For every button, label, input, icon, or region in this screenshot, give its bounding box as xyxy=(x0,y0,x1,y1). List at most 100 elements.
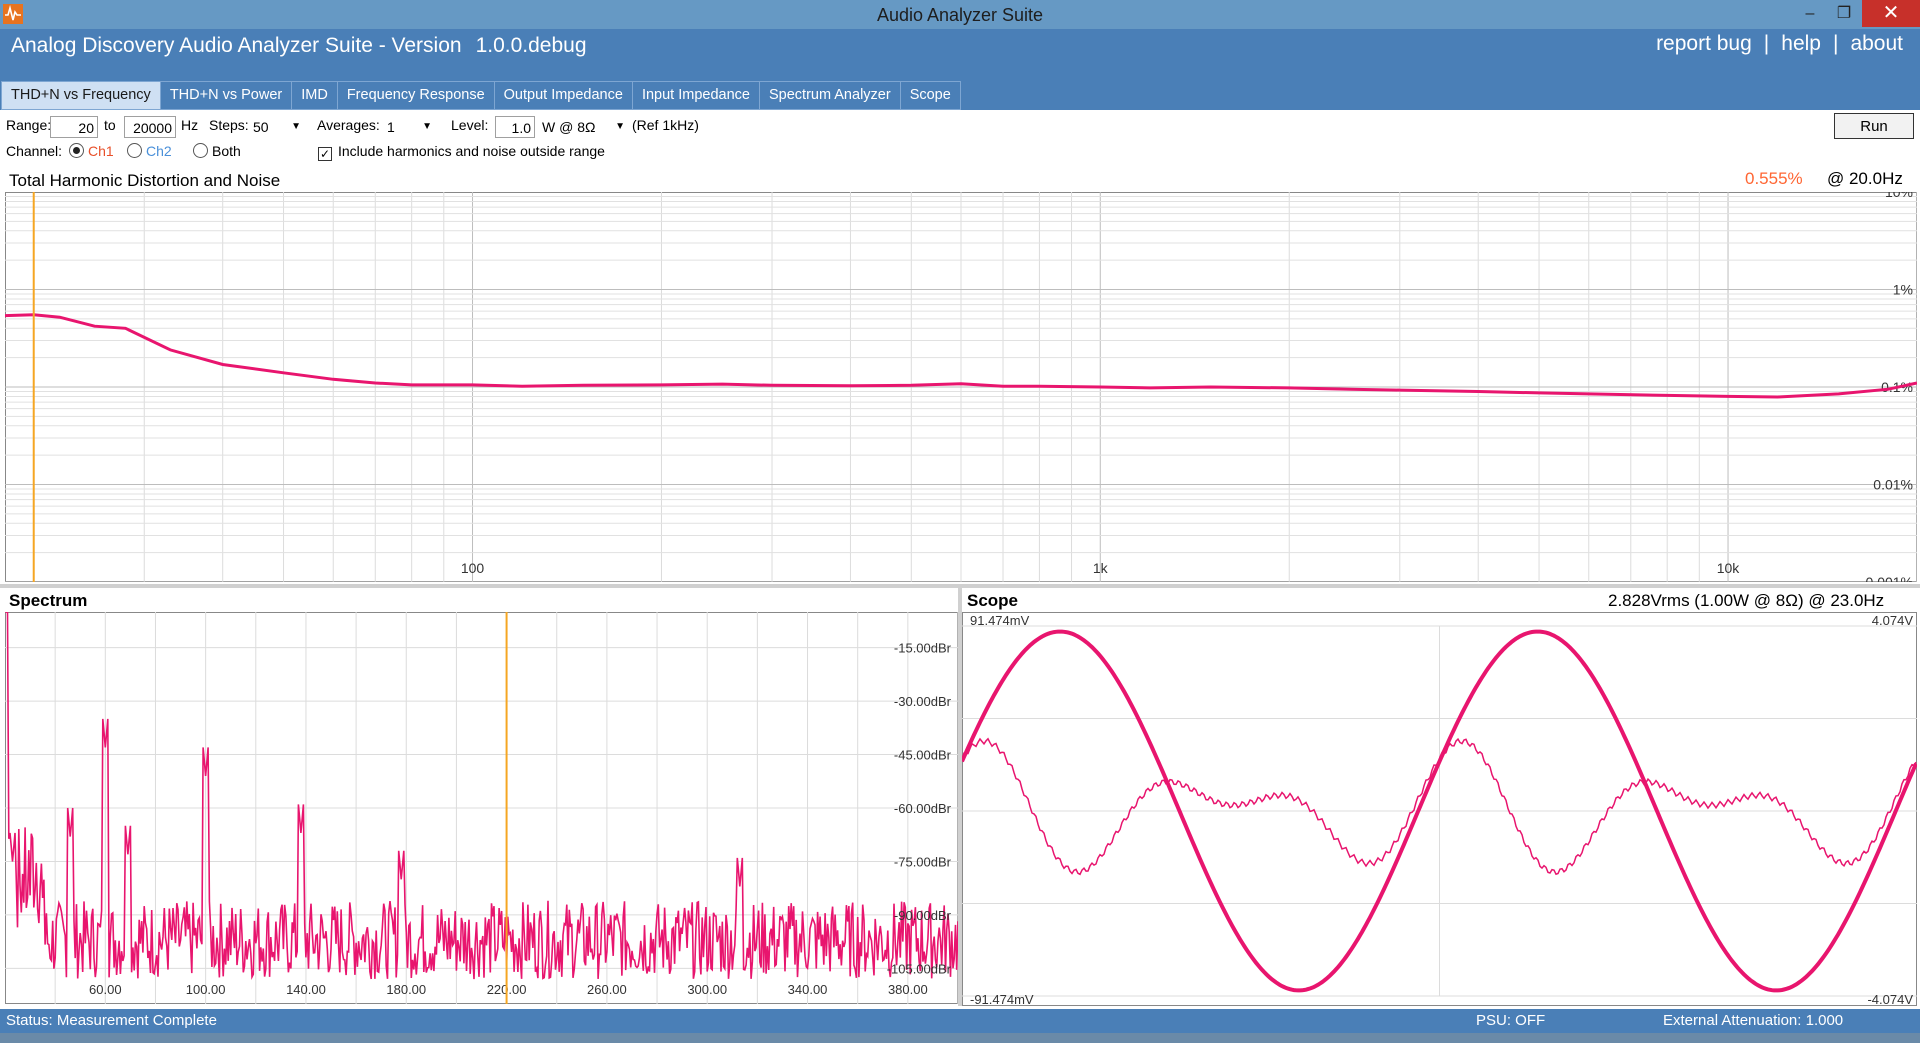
radio-icon xyxy=(193,143,208,158)
averages-value: 1 xyxy=(387,119,395,135)
radio-icon xyxy=(127,143,142,158)
app-icon xyxy=(3,4,23,24)
ref-label: (Ref 1kHz) xyxy=(632,117,699,133)
x-tick-label: 340.00 xyxy=(788,982,828,997)
tab-thdn-vs-frequency[interactable]: THD+N vs Frequency xyxy=(1,81,160,110)
ch1-radio[interactable]: Ch1 xyxy=(69,143,114,159)
tab-input-impedance[interactable]: Input Impedance xyxy=(631,81,759,110)
level-input[interactable]: 1.0 xyxy=(495,116,535,138)
y-tick-label: -15.00dBr xyxy=(894,641,952,656)
tab-frequency-response[interactable]: Frequency Response xyxy=(336,81,494,110)
help-link[interactable]: help xyxy=(1781,32,1821,55)
panel-divider[interactable] xyxy=(0,584,1920,588)
to-label: to xyxy=(104,117,116,133)
y-tick-label: -105.00dBr xyxy=(887,961,952,976)
tab-bar: THD+N vs Frequency THD+N vs Power IMD Fr… xyxy=(1,81,961,110)
tab-spectrum-analyzer[interactable]: Spectrum Analyzer xyxy=(758,81,900,110)
x-tick-label: 100 xyxy=(461,560,485,576)
ch2-label: Ch2 xyxy=(146,143,172,159)
status-text: Status: Measurement Complete xyxy=(6,1012,217,1029)
controls-panel: Range: 20 to 20000 Hz Steps: 50 ▼ Averag… xyxy=(0,110,1920,168)
chevron-down-icon: ▼ xyxy=(615,121,625,132)
x-tick-label: 60.00 xyxy=(89,982,122,997)
app-version: 1.0.0.debug xyxy=(475,34,587,57)
level-unit-dropdown[interactable]: W @ 8Ω ▼ xyxy=(542,116,627,138)
window-titlebar: Audio Analyzer Suite – ❐ ✕ xyxy=(0,0,1920,29)
close-button[interactable]: ✕ xyxy=(1862,0,1920,27)
thd-title: Total Harmonic Distortion and Noise xyxy=(9,171,281,190)
psu-status: PSU: OFF xyxy=(1476,1012,1546,1029)
app-title: Analog Discovery Audio Analyzer Suite - … xyxy=(11,34,587,58)
panel-splitter[interactable] xyxy=(958,588,962,1006)
report-bug-link[interactable]: report bug xyxy=(1656,32,1752,55)
averages-dropdown[interactable]: 1 ▼ xyxy=(387,116,434,138)
scope-title: Scope xyxy=(967,591,1019,610)
left-top-label: 91.474mV xyxy=(970,613,1030,628)
app-title-text: Analog Discovery Audio Analyzer Suite - … xyxy=(11,34,462,57)
y-tick-label: 1% xyxy=(1893,282,1913,298)
both-label: Both xyxy=(212,143,241,159)
radio-selected-icon xyxy=(69,143,84,158)
y-tick-label: 0.001% xyxy=(1866,574,1913,582)
tab-imd[interactable]: IMD xyxy=(291,81,337,110)
left-bottom-label: -91.474mV xyxy=(970,992,1034,1006)
taskbar xyxy=(0,1033,1920,1043)
thd-series-line xyxy=(5,313,1917,399)
level-unit-value: W @ 8Ω xyxy=(542,119,596,135)
x-tick-label: 140.00 xyxy=(286,982,326,997)
tab-output-impedance[interactable]: Output Impedance xyxy=(493,81,632,110)
chevron-down-icon: ▼ xyxy=(291,121,301,132)
x-tick-label: 260.00 xyxy=(587,982,627,997)
averages-label: Averages: xyxy=(317,117,380,133)
y-tick-label: -90.00dBr xyxy=(894,908,952,923)
y-tick-label: 10% xyxy=(1885,192,1913,200)
x-tick-label: 100.00 xyxy=(186,982,226,997)
spectrum-chart[interactable]: 60.00100.00140.00180.00220.00260.00300.0… xyxy=(5,612,958,1004)
x-tick-label: 180.00 xyxy=(386,982,426,997)
maximize-button[interactable]: ❐ xyxy=(1836,5,1852,22)
hz-label: Hz xyxy=(181,117,199,133)
steps-dropdown[interactable]: 50 ▼ xyxy=(253,116,303,138)
y-tick-label: -30.00dBr xyxy=(894,694,952,709)
scope-chart[interactable]: 91.474mV -91.474mV 4.074V -4.074V xyxy=(962,612,1917,1006)
thd-readout-value: 0.555% xyxy=(1745,169,1803,188)
both-radio[interactable]: Both xyxy=(193,143,241,159)
ch1-label: Ch1 xyxy=(88,143,114,159)
chevron-down-icon: ▼ xyxy=(422,121,432,132)
level-label: Level: xyxy=(451,117,489,133)
spectrum-series-line xyxy=(5,612,958,980)
window-title: Audio Analyzer Suite xyxy=(876,5,1044,25)
x-tick-label: 380.00 xyxy=(888,982,928,997)
right-bottom-label: -4.074V xyxy=(1867,992,1913,1006)
scope-readout: 2.828Vrms (1.00W @ 8Ω) @ 23.0Hz xyxy=(1608,591,1885,610)
run-button[interactable]: Run xyxy=(1834,113,1914,139)
steps-label: Steps: xyxy=(209,117,249,133)
link-separator: | xyxy=(1763,32,1770,55)
range-to-input[interactable]: 20000 xyxy=(124,116,176,138)
spectrum-title: Spectrum xyxy=(9,591,88,610)
minimize-button[interactable]: – xyxy=(1805,5,1815,22)
header-links: report bug | help | about xyxy=(1656,32,1903,56)
ch2-radio[interactable]: Ch2 xyxy=(127,143,172,159)
range-label: Range: xyxy=(6,117,52,133)
x-tick-label: 10k xyxy=(1717,560,1741,576)
y-tick-label: 0.01% xyxy=(1873,477,1913,493)
tab-thdn-vs-power[interactable]: THD+N vs Power xyxy=(159,81,292,110)
right-top-label: 4.074V xyxy=(1872,613,1914,628)
include-harmonics-checkbox[interactable]: ✓ Include harmonics and noise outside ran… xyxy=(318,143,605,161)
attenuation-status: External Attenuation: 1.000 xyxy=(1663,1012,1844,1029)
steps-value: 50 xyxy=(253,119,269,135)
x-tick-label: 300.00 xyxy=(687,982,727,997)
y-tick-label: -45.00dBr xyxy=(894,748,952,763)
y-tick-label: -60.00dBr xyxy=(894,801,952,816)
thd-readout-freq: @ 20.0Hz xyxy=(1827,169,1903,188)
about-link[interactable]: about xyxy=(1850,32,1903,55)
include-harmonics-label: Include harmonics and noise outside rang… xyxy=(338,143,605,159)
scope-output-line xyxy=(962,629,1917,993)
tab-scope[interactable]: Scope xyxy=(899,81,961,110)
app-header: Analog Discovery Audio Analyzer Suite - … xyxy=(0,29,1920,110)
range-from-input[interactable]: 20 xyxy=(50,116,98,138)
x-tick-label: 1k xyxy=(1093,560,1109,576)
channel-label: Channel: xyxy=(6,143,63,159)
